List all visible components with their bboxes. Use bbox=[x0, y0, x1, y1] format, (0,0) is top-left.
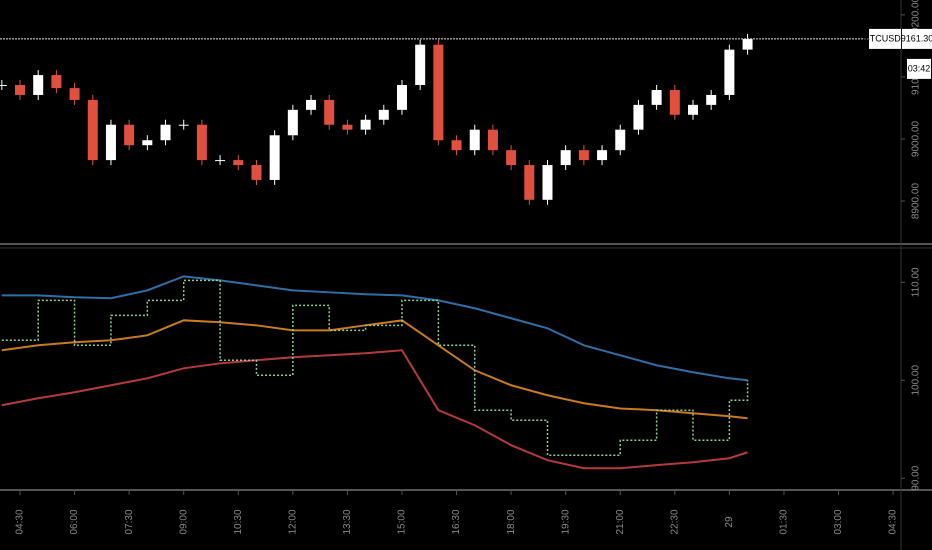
y-tick-label: 9200.00 bbox=[911, 0, 922, 33]
candle-body bbox=[706, 94, 717, 105]
y-tick-label: 110.00 bbox=[911, 267, 922, 297]
candle-body bbox=[160, 124, 171, 141]
candle-body bbox=[251, 165, 262, 180]
series-line bbox=[1, 275, 748, 382]
symbol-box bbox=[869, 28, 901, 49]
candle-body bbox=[396, 85, 407, 110]
candle-body bbox=[124, 124, 135, 146]
candle-body bbox=[560, 150, 571, 166]
candle-body bbox=[87, 99, 98, 161]
x-tick-label: 10:30 bbox=[233, 509, 244, 534]
x-tick-label: 03:00 bbox=[833, 509, 844, 534]
price-box bbox=[902, 28, 932, 49]
candle-body bbox=[196, 124, 207, 161]
candle-body bbox=[597, 150, 608, 161]
series-line bbox=[1, 319, 748, 420]
candle-body bbox=[233, 160, 244, 166]
candle-body bbox=[633, 104, 644, 130]
candle-body bbox=[360, 119, 371, 130]
candle-body bbox=[378, 109, 389, 120]
candle-body bbox=[542, 165, 553, 200]
x-tick-label: 16:30 bbox=[451, 509, 462, 534]
step-line bbox=[1, 279, 749, 456]
candle-body bbox=[651, 89, 662, 105]
candle-body bbox=[105, 124, 116, 161]
candle-body bbox=[469, 129, 480, 151]
symbol-label: BTCUSDT bbox=[864, 33, 907, 43]
candle-body bbox=[487, 129, 498, 151]
candle-body bbox=[0, 85, 7, 87]
countdown-box bbox=[907, 58, 931, 79]
candle-body bbox=[287, 109, 298, 136]
x-tick-label: 07:30 bbox=[124, 509, 135, 534]
x-tick-label: 01:30 bbox=[779, 509, 790, 534]
y-tick-label: 9000.00 bbox=[911, 120, 922, 157]
x-tick-label: 18:00 bbox=[506, 509, 517, 534]
candle-body bbox=[142, 140, 153, 146]
candle-body bbox=[433, 44, 444, 141]
candle-body bbox=[324, 99, 335, 125]
candle-body bbox=[742, 38, 753, 50]
candle-body bbox=[506, 150, 517, 166]
x-tick-label: 12:00 bbox=[287, 509, 298, 534]
x-tick-label: 22:30 bbox=[669, 509, 680, 534]
x-tick-label: 04:30 bbox=[888, 509, 899, 534]
y-tick-label: 90.00 bbox=[911, 465, 922, 490]
candle-body bbox=[451, 140, 462, 151]
x-tick-label: 13:30 bbox=[342, 509, 353, 534]
candle-body bbox=[33, 75, 44, 95]
x-tick-label: 29 bbox=[724, 516, 735, 528]
candle-body bbox=[15, 85, 26, 95]
candle-body bbox=[51, 75, 62, 89]
x-tick-label: 06:00 bbox=[69, 509, 80, 534]
candle-body bbox=[69, 88, 80, 100]
x-tick-label: 19:30 bbox=[560, 509, 571, 534]
x-tick-label: 21:00 bbox=[615, 509, 626, 534]
candle-body bbox=[342, 124, 353, 130]
price-label: 9161.30 bbox=[901, 33, 932, 43]
candle-body bbox=[415, 44, 426, 86]
candle-body bbox=[724, 49, 735, 95]
y-tick-label: 8900.00 bbox=[911, 183, 922, 220]
x-tick-label: 15:00 bbox=[397, 509, 408, 534]
candle-body bbox=[215, 160, 226, 162]
y-tick-label: 100.00 bbox=[911, 365, 922, 396]
candle-body bbox=[269, 135, 280, 180]
candle-body bbox=[578, 150, 589, 161]
candle-body bbox=[306, 99, 317, 110]
candle-body bbox=[688, 104, 699, 115]
candle-body bbox=[524, 165, 535, 200]
countdown-label: 03:42 bbox=[908, 63, 931, 73]
candle-body bbox=[615, 129, 626, 151]
series-line bbox=[1, 349, 748, 470]
candle-body bbox=[178, 124, 189, 126]
candle-body bbox=[669, 89, 680, 115]
x-tick-label: 04:30 bbox=[15, 509, 26, 534]
x-tick-label: 09:00 bbox=[178, 509, 189, 534]
